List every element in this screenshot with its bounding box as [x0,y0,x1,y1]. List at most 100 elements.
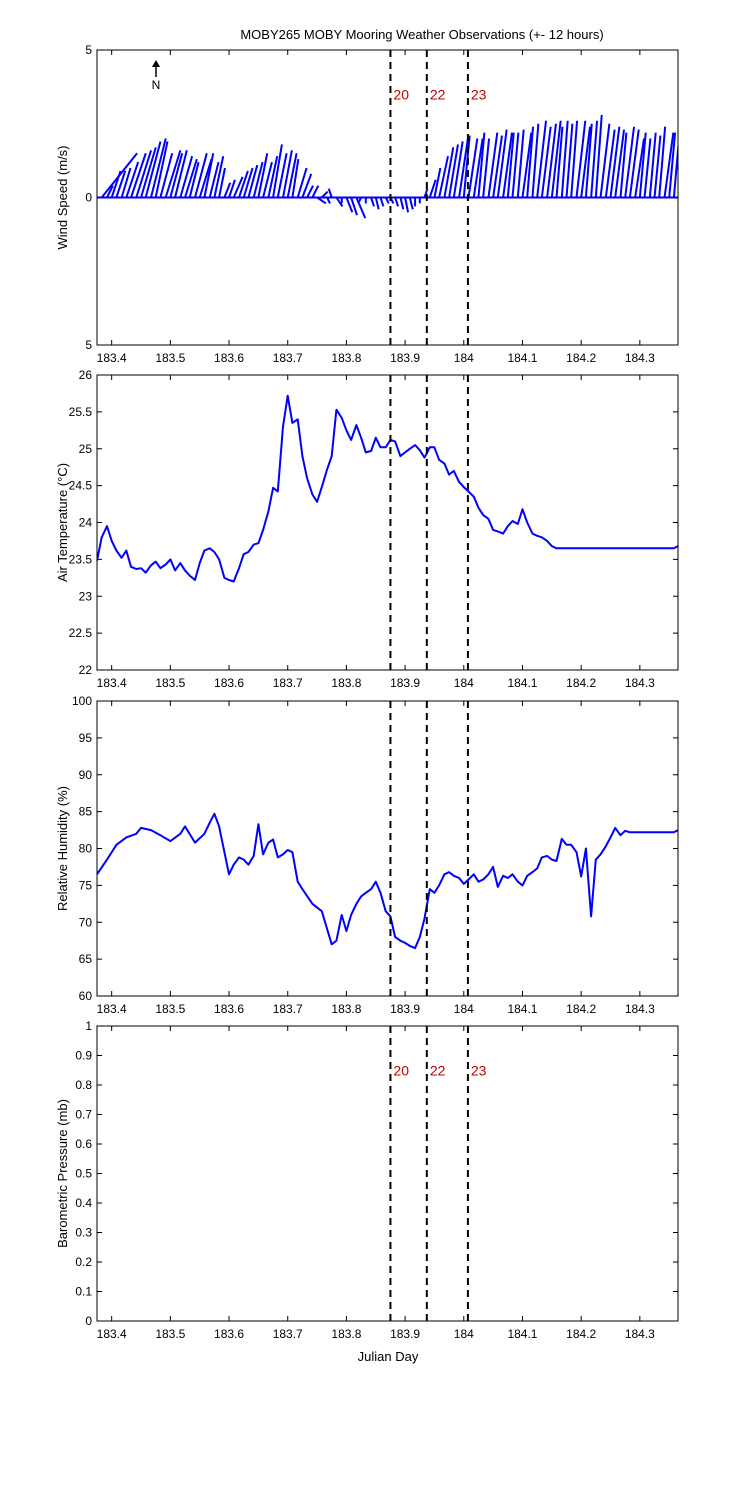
y-tick-label: 0.9 [75,1049,92,1063]
wind-vector [624,126,636,198]
wind-vector [125,161,140,198]
wind-vector [247,164,259,198]
wind-vector [555,126,564,198]
x-tick-label: 184 [454,676,474,690]
x-tick-label: 183.5 [155,1002,185,1016]
wind-vector [560,120,569,198]
plot-area [97,114,678,219]
wind-vector [228,179,236,198]
wind-vector [316,196,327,205]
x-tick-label: 183.7 [273,1002,303,1016]
wind-vector [355,197,367,219]
panel-2: 22 22.5 23 23.5 24 24.5 25 25.5 26 183.4 183.5 183.… [55,368,679,690]
y-tick-label: 23 [79,589,93,603]
wind-vector [208,161,220,198]
wind-vector [399,197,405,210]
wind-vector [276,153,288,198]
panels: 5 0 5 183.4 183.5 183.6 183.7 183.8 183.9 184 184.… [55,43,679,1341]
wind-vector [516,129,525,198]
wind-vector [496,129,508,198]
wind-vector [604,129,616,198]
wind-vector [345,197,354,213]
x-tick-label: 183.5 [155,351,185,365]
cast-label: 22 [430,86,446,102]
wind-vector [448,144,459,198]
cast-label: 23 [471,86,487,102]
wind-vector [428,179,437,198]
wind-vector [272,144,283,198]
wind-vector [506,132,515,198]
series-line [97,394,678,583]
x-tick-label: 183.5 [155,676,185,690]
wind-vector [653,135,662,198]
y-tick-label: 22 [79,663,93,677]
y-tick-label: 26 [79,368,93,382]
wind-vector [502,132,513,198]
wind-vector [306,185,314,198]
x-tick-label: 184.1 [507,351,537,365]
x-tick-label: 183.8 [331,1002,361,1016]
x-tick-label: 184.1 [507,1327,537,1341]
wind-vector [291,158,300,198]
y-tick-label: 70 [79,915,93,929]
wind-vector [169,152,184,198]
y-tick-label: 5 [85,338,92,352]
wind-vector [301,173,313,198]
x-tick-label: 183.6 [214,351,244,365]
axes-frame [96,1025,679,1322]
x-tick-label: 183.6 [214,676,244,690]
x-tick-label: 184.2 [566,676,596,690]
wind-vector [232,176,244,198]
cast-label: 22 [430,1062,446,1078]
wind-vector [179,155,194,198]
wind-vector [472,138,484,198]
x-tick-label: 183.9 [390,351,420,365]
x-tick-label: 184.1 [507,1002,537,1016]
wind-vector [619,132,628,198]
wind-vector [144,141,162,198]
wind-vector [135,150,153,198]
wind-vector [213,155,225,198]
x-tick-label: 183.4 [97,676,127,690]
wind-vector [648,132,657,198]
wind-vector [262,161,273,198]
y-tick-label: 0.5 [75,1167,92,1181]
wind-vector [194,152,208,198]
wind-vector [458,138,469,198]
x-tick-label: 184.3 [625,676,655,690]
wind-vector [321,190,329,199]
x-axis-label: Julian Day [358,1349,419,1364]
wind-vector [668,132,677,198]
wind-vector [546,123,557,198]
north-indicator: N [152,60,160,92]
y-tick-label: 0.4 [75,1196,92,1210]
wind-vector [154,141,169,198]
x-tick-label: 183.4 [97,1002,127,1016]
wind-vector [296,167,308,198]
wind-vector [487,132,499,198]
wind-vector [599,123,611,198]
cast-label: 20 [393,86,409,102]
panel-1: 5 0 5 183.4 183.5 183.6 183.7 183.8 183.9 184 184.… [55,43,679,365]
x-tick-label: 184.2 [566,1002,596,1016]
wind-vector [492,135,503,198]
wind-vector [267,155,279,198]
wind-vector [203,153,215,198]
wind-vector [374,197,380,210]
wind-vector [106,185,114,198]
wind-vector [115,170,127,198]
wind-vector [531,123,540,198]
axes-frame [96,700,679,997]
wind-vector [536,120,547,198]
x-tick-label: 183.9 [390,676,420,690]
wind-vector [482,138,491,198]
cast-label: 20 [393,1062,409,1078]
wind-vector [521,132,533,198]
x-tick-label: 183.8 [331,676,361,690]
y-tick-label: 60 [79,989,93,1003]
wind-vector [150,138,167,198]
wind-vector [526,126,535,198]
wind-vector [658,126,667,198]
y-tick-label: 65 [79,952,93,966]
x-tick-label: 183.7 [273,676,303,690]
